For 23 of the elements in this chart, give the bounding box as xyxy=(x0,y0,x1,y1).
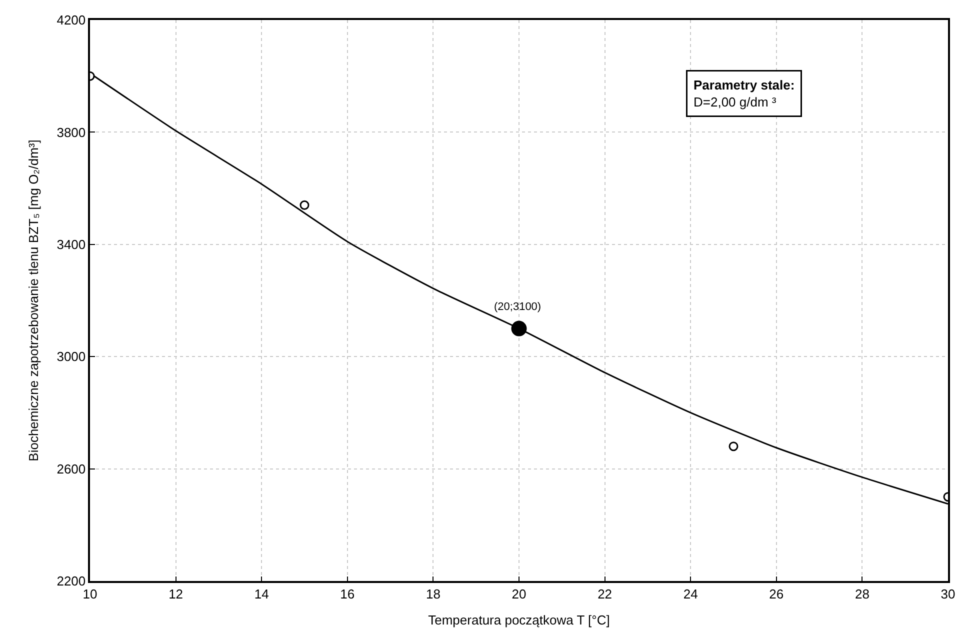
x-tick-label: 28 xyxy=(854,586,870,602)
y-tick-label: 2600 xyxy=(56,461,86,476)
point xyxy=(511,320,527,336)
y-tick-label: 3400 xyxy=(56,236,86,252)
y-axis-title: Biochemiczne zapotrzebowanie tlenu BZT₅ [mg O₂/dm³] xyxy=(26,140,42,462)
y-tick-label: 2200 xyxy=(56,574,86,589)
x-tick-label: 24 xyxy=(683,586,698,602)
x-tick-label: 22 xyxy=(598,586,612,602)
x-tick-label: 30 xyxy=(940,586,956,602)
x-tick-label: 20 xyxy=(512,586,526,602)
annotation: (20;3100) xyxy=(494,301,542,313)
x-tick-label: 18 xyxy=(426,586,440,602)
annotation: D=2,00 g/dm ³ xyxy=(694,94,777,110)
annotation: Parametry stale: xyxy=(694,78,795,92)
x-tick-label: 10 xyxy=(82,586,98,602)
x-tick-label: 16 xyxy=(340,586,355,602)
y-tick-label: 4200 xyxy=(56,12,86,28)
y-tick-label: 3800 xyxy=(56,124,86,140)
y-tick-label: 3000 xyxy=(56,349,86,364)
x-axis-title: Temperatura początkowa T [°C] xyxy=(428,612,610,628)
x-tick-label: 12 xyxy=(168,586,184,602)
x-tick-label: 14 xyxy=(254,586,269,602)
x-tick-label: 26 xyxy=(769,586,784,602)
